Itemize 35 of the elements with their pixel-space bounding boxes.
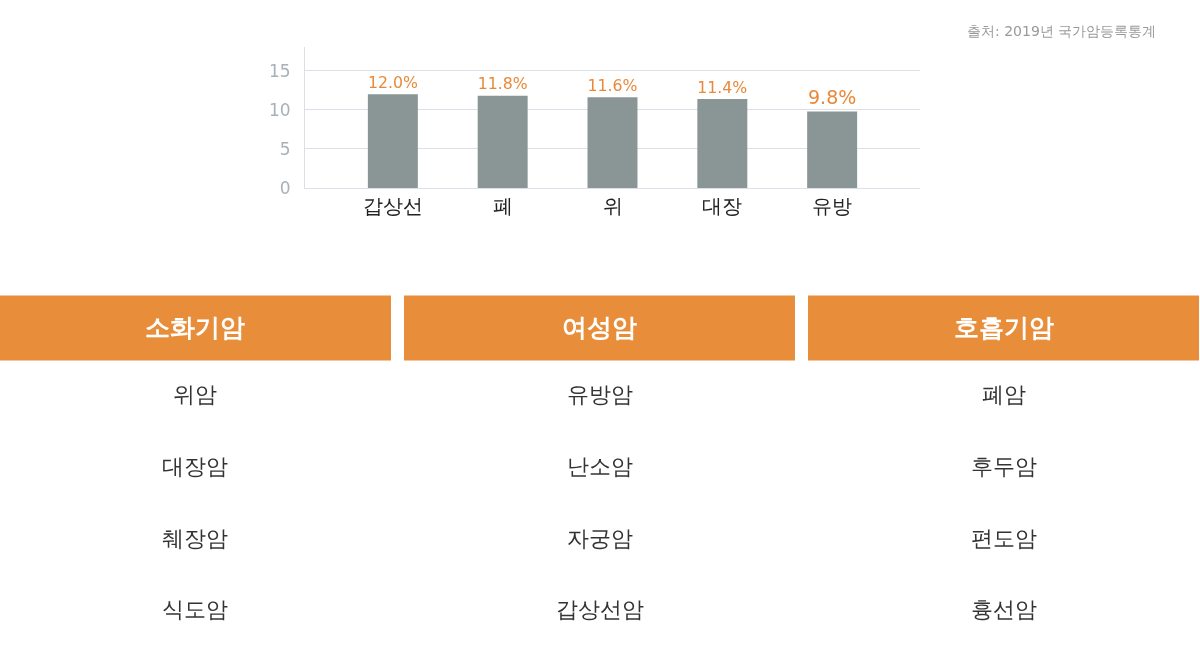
x-tick-label: 폐 [492,194,513,219]
x-tick-label: 유방 [812,194,853,219]
text: 식도암 [162,597,228,622]
data-label: 12.0% [367,72,418,92]
x-tick-label: 위 [602,194,623,219]
bar [367,94,418,189]
text: 흉선암 [971,597,1037,622]
text: 갑상선암 [556,597,644,622]
bar [807,111,858,189]
text: 후두암 [971,454,1037,479]
data-label: 11.6% [587,76,638,96]
text: 위암 [173,382,217,407]
data-label: 11.4% [697,77,748,97]
text: 난소암 [567,454,633,479]
x-tick-label: 대장 [702,194,743,219]
bar [587,97,638,189]
text: 폐암 [982,382,1026,407]
category-label: 소화기암 [145,313,245,342]
category-label: 여성암 [562,313,637,342]
text: 유방암 [567,382,633,407]
text: 대장암 [162,454,228,479]
data-label: 11.8% [477,74,528,94]
y-tick-label: 5 [279,138,291,159]
text: 편도암 [971,526,1037,551]
text: 자궁암 [567,526,633,551]
source-note: 출처: 2019년 국가암등록통계 [967,23,1157,39]
x-tick-label: 갑상선 [362,194,423,219]
bar [697,98,748,189]
data-label: 9.8% [808,86,857,109]
y-tick-label: 15 [268,60,291,81]
bar [477,95,528,189]
text: 췌장암 [162,526,228,551]
y-tick-label: 0 [279,178,291,199]
category-label: 호흡기암 [954,313,1054,342]
y-tick-label: 10 [268,99,291,120]
